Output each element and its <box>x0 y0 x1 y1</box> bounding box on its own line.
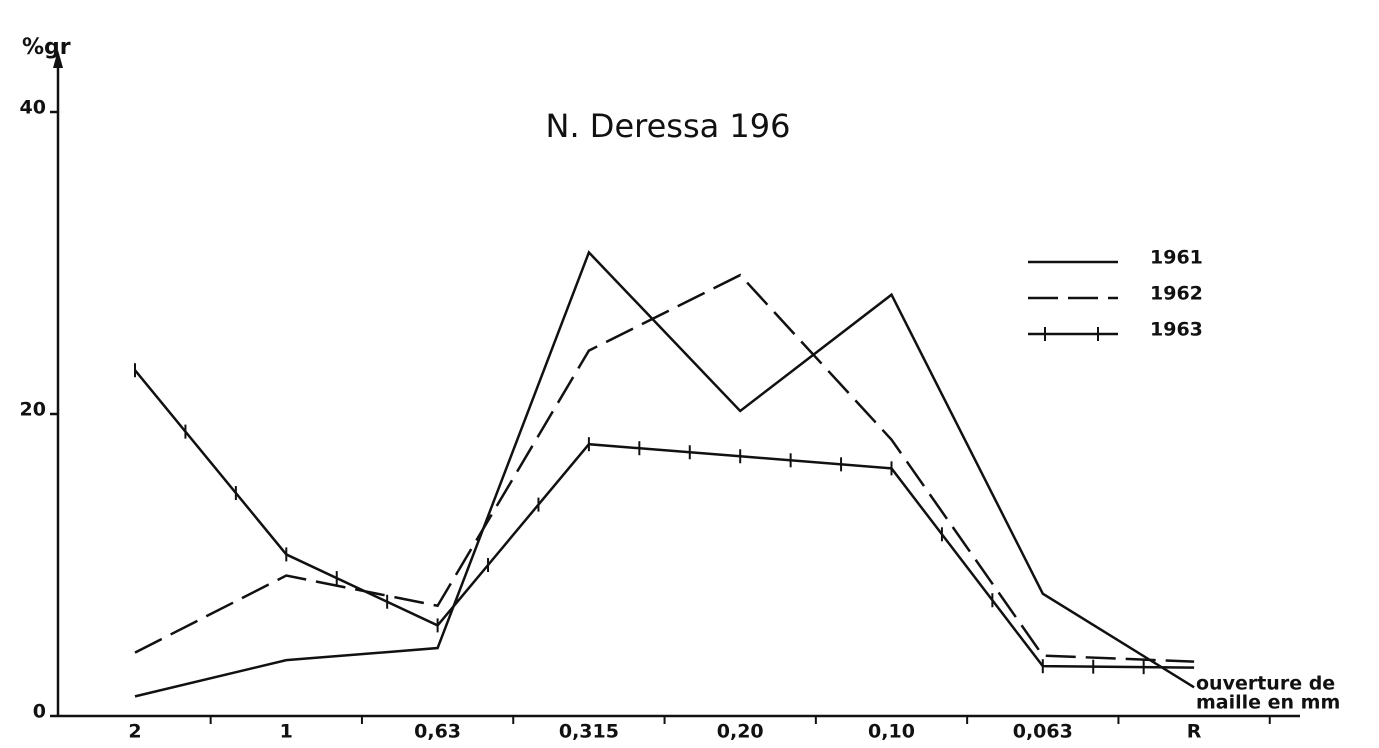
chart-title: N. Deressa 196 <box>546 107 791 145</box>
x-tick-label: 1 <box>280 721 293 743</box>
x-tick-label: 0,63 <box>414 721 461 743</box>
x-tick-label: R <box>1187 721 1202 743</box>
y-axis-arrow <box>53 50 63 68</box>
y-tick-label: 40 <box>20 97 46 119</box>
line-solid <box>134 250 1195 698</box>
y-tick-label: 20 <box>20 399 46 421</box>
y-axis-label: %gr <box>22 35 71 60</box>
line-crosses <box>134 369 1195 669</box>
legend-label: 1961 <box>1150 247 1203 269</box>
x-tick-label: 2 <box>128 721 141 743</box>
x-tick-label: 0,10 <box>868 721 915 743</box>
line-dashed <box>134 273 1195 663</box>
x-axis-label: ouverture de <box>1196 673 1335 695</box>
x-tick-label: 0,20 <box>717 721 764 743</box>
x-tick-label: 0,063 <box>1013 721 1073 743</box>
legend-label: 1962 <box>1150 283 1203 305</box>
legend-label: 1963 <box>1150 319 1203 341</box>
x-axis-label: maille en mm <box>1196 692 1340 714</box>
y-tick-label: 0 <box>33 701 46 723</box>
x-tick-label: 0,315 <box>559 721 619 743</box>
